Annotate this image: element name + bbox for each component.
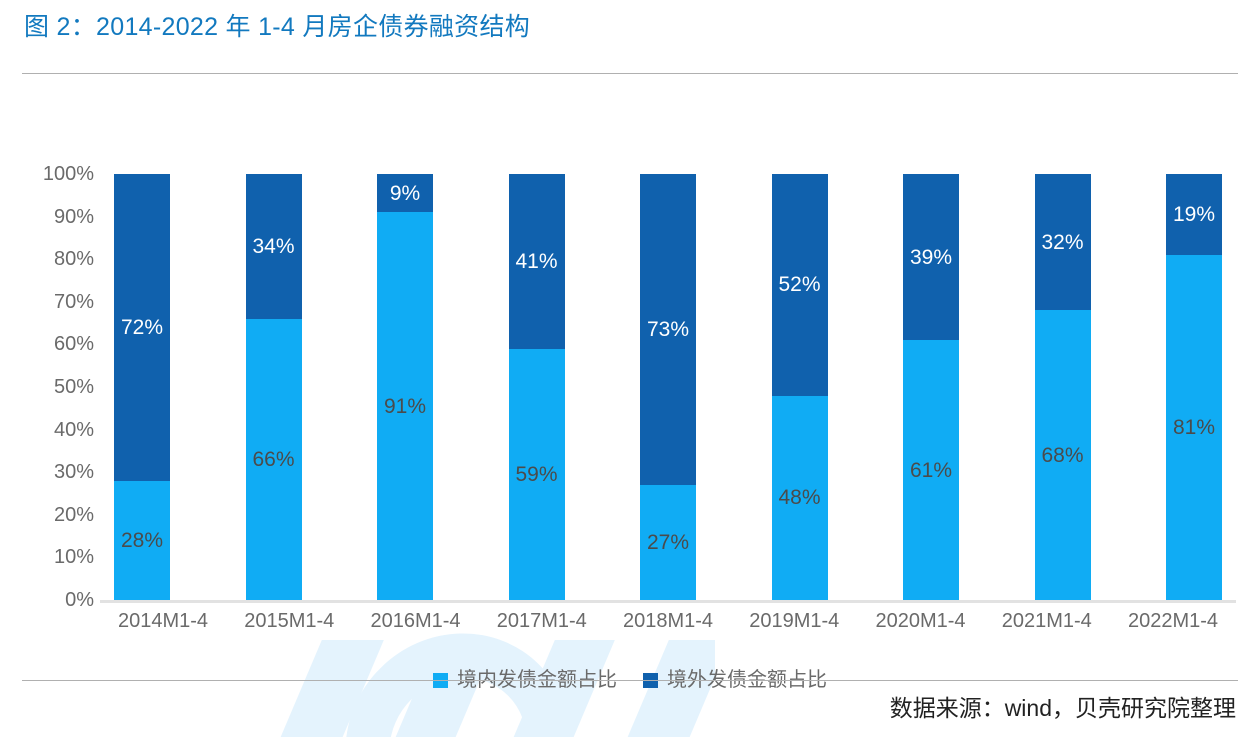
y-axis-tick-label: 90%	[53, 205, 94, 228]
x-axis-tick-label: 2021M1-4	[1001, 610, 1092, 632]
x-axis-category-labels: 2014M1-4 2015M1-4 2016M1-4 2017M1-4 2018M1-4…	[100, 608, 1236, 638]
y-axis-tick-label: 0%	[65, 589, 94, 611]
bar-group[interactable]: 9% 91%	[377, 174, 433, 600]
bar-segment-domestic[interactable]: 59%	[508, 348, 565, 600]
y-axis-tick-label: 60%	[53, 333, 94, 356]
bar-segment-value: 32%	[1041, 230, 1084, 254]
x-axis-tick-label: 2019M1-4	[749, 610, 840, 632]
y-axis-tick-label: 100%	[42, 163, 94, 185]
bar-segment-overseas[interactable]: 19%	[1166, 174, 1222, 255]
bar-segment-domestic[interactable]: 28%	[114, 480, 170, 600]
bar-group[interactable]: 41% 59%	[508, 174, 565, 600]
bar-segment-value: 59%	[515, 462, 558, 486]
bar-segment-value: 28%	[120, 528, 164, 552]
chart-figure: 100% 90% 80% 70% 60% 50% 40% 30% 20% 10% 0% 72% 28%…	[0, 80, 1260, 691]
bar-segment-overseas[interactable]: 32%	[1034, 174, 1091, 311]
x-axis-tick-label: 2014M1-4	[117, 610, 209, 632]
bar-segment-value: 41%	[515, 249, 558, 273]
bar-segment-domestic[interactable]: 48%	[771, 395, 828, 600]
bar-segment-value: 52%	[778, 273, 821, 297]
bar-segment-overseas[interactable]: 73%	[640, 174, 696, 485]
x-axis-tick-label: 2022M1-4	[1127, 610, 1219, 632]
chart-title: 图 2：2014-2022 年 1-4 月房企债券融资结构	[24, 13, 531, 41]
bar-segment-value: 61%	[909, 458, 953, 482]
bar-segment-overseas[interactable]: 9%	[377, 174, 433, 213]
bar-segment-domestic[interactable]: 68%	[1034, 310, 1091, 600]
bar-segment-domestic[interactable]: 61%	[903, 340, 959, 600]
divider-bottom	[22, 680, 1238, 681]
bar-segment-value: 73%	[646, 318, 690, 341]
y-axis-tick-label: 40%	[53, 418, 94, 441]
divider-top	[22, 73, 1238, 74]
bar-segment-value: 66%	[252, 447, 295, 471]
x-axis-tick-label: 2020M1-4	[875, 610, 966, 632]
bar-segment-value: 34%	[252, 234, 295, 258]
y-axis-tick-label: 50%	[53, 376, 94, 398]
x-axis-tick-label: 2016M1-4	[370, 610, 461, 632]
bar-group[interactable]: 73% 27%	[640, 174, 696, 600]
y-axis-tick-labels: 100% 90% 80% 70% 60% 50% 40% 30% 20% 10% 0%	[22, 164, 94, 610]
bar-group[interactable]: 32% 68%	[1034, 174, 1091, 600]
x-axis-tick-label: 2015M1-4	[244, 610, 335, 632]
bar-segment-value: 72%	[120, 315, 164, 339]
bar-segment-domestic[interactable]: 27%	[640, 484, 696, 600]
bar-segment-overseas[interactable]: 39%	[903, 174, 959, 341]
bar-segment-overseas[interactable]: 41%	[508, 174, 565, 349]
bar-group[interactable]: 72% 28%	[114, 174, 170, 600]
x-axis-tick-label: 2018M1-4	[622, 610, 714, 632]
source-note: 数据来源：wind，贝壳研究院整理	[889, 695, 1236, 721]
bar-segment-value: 48%	[778, 486, 821, 510]
bar-group[interactable]: 52% 48%	[771, 174, 828, 600]
bar-segment-value: 39%	[909, 245, 953, 269]
plot-area: 72% 28% 34% 66% 9% 91% 41% 59% 73% 27% 52% 48% 39% 61…	[100, 174, 1236, 603]
y-axis-tick-label: 70%	[53, 290, 94, 313]
y-axis-tick-label: 20%	[53, 503, 94, 526]
bar-segment-overseas[interactable]: 52%	[771, 174, 828, 396]
bar-group[interactable]: 39% 61%	[903, 174, 959, 600]
bar-segment-overseas[interactable]: 34%	[245, 174, 302, 319]
bar-segment-value: 27%	[646, 530, 690, 554]
x-axis-tick-label: 2017M1-4	[496, 610, 587, 632]
bar-segment-value: 19%	[1172, 202, 1216, 226]
bar-segment-value: 91%	[383, 394, 427, 418]
y-axis-tick-label: 10%	[53, 546, 94, 569]
bar-series-container: 72% 28% 34% 66% 9% 91% 41% 59% 73% 27% 52% 48% 39% 61…	[100, 174, 1236, 600]
bar-segment-domestic[interactable]: 66%	[245, 318, 302, 600]
bar-segment-domestic[interactable]: 91%	[377, 212, 433, 600]
y-axis-tick-label: 30%	[53, 461, 94, 484]
bar-segment-value: 9%	[389, 181, 421, 205]
bar-group[interactable]: 19% 81%	[1166, 174, 1222, 600]
y-axis-tick-label: 80%	[53, 248, 94, 271]
bar-segment-value: 68%	[1041, 443, 1084, 467]
x-axis-line	[100, 600, 1236, 603]
bar-segment-value: 81%	[1172, 415, 1216, 439]
bar-group[interactable]: 34% 66%	[245, 174, 302, 600]
bar-segment-domestic[interactable]: 81%	[1166, 254, 1222, 600]
bar-segment-overseas[interactable]: 72%	[114, 174, 170, 481]
